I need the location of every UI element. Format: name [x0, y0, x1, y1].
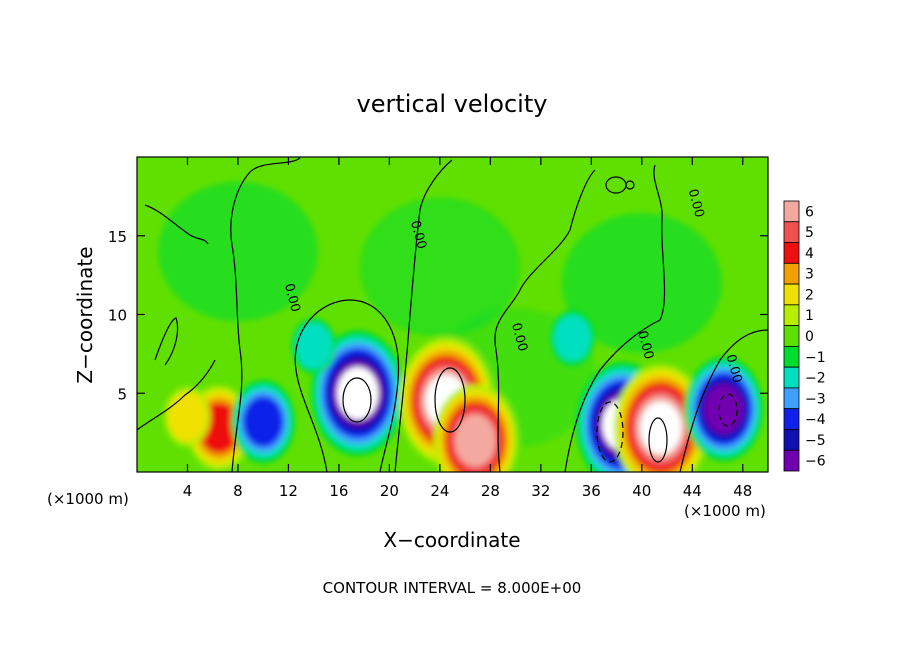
colorbar-swatch — [783, 429, 800, 451]
colorbar-swatch — [783, 325, 800, 347]
contour-loop — [625, 180, 635, 190]
colorbar-swatch — [783, 200, 800, 223]
colorbar-swatch — [783, 387, 800, 410]
contour-interval-note: CONTOUR INTERVAL = 8.000E+00 — [323, 579, 582, 597]
contour-line — [394, 159, 453, 472]
contour-line — [679, 329, 768, 472]
contour-label: 0.00 — [723, 353, 745, 385]
field-feature — [703, 384, 744, 434]
x-tick-label: 48 — [733, 482, 752, 500]
x-tick-label: 44 — [683, 482, 702, 500]
colorbar-swatch — [783, 242, 800, 264]
contour-line — [154, 317, 179, 366]
colorbar-swatch — [783, 449, 800, 472]
x-tick-label: 36 — [582, 482, 601, 500]
field-feature — [295, 322, 333, 370]
field-feature — [454, 414, 496, 467]
colorbar-swatch — [783, 408, 800, 430]
colorbar-swatch — [783, 304, 800, 327]
plot-area: 0.00 0.00 0.00 0.00 0.00 0.00 — [137, 157, 768, 472]
x-tick-label: 28 — [481, 482, 500, 500]
x-tick-label: 32 — [531, 482, 550, 500]
y-tick-label: 15 — [108, 228, 127, 246]
x-unit-right: (×1000 m) — [684, 502, 766, 520]
contour-loop — [342, 377, 372, 423]
field-region — [359, 197, 520, 338]
x-axis-label: X−coordinate — [383, 528, 520, 552]
contour-label: 0.00 — [407, 219, 429, 251]
colorbar-label: 4 — [805, 246, 814, 262]
chart-title: vertical velocity — [357, 90, 548, 118]
velocity-field — [157, 181, 764, 472]
colorbar-label: −5 — [805, 433, 826, 449]
contour-line — [494, 169, 596, 472]
field-region — [561, 213, 722, 353]
contour-line — [144, 204, 209, 245]
x-axis: 4 8 12 16 20 24 28 32 36 40 44 48 — [183, 157, 752, 500]
contour-loop — [648, 417, 668, 463]
colorbar-label: 2 — [805, 287, 814, 303]
x-tick-label: 12 — [279, 482, 298, 500]
x-tick-label: 20 — [380, 482, 399, 500]
colorbar-swatch — [783, 283, 800, 306]
contour-line — [564, 164, 666, 472]
colorbar-label: −3 — [805, 391, 826, 407]
field-feature — [639, 401, 682, 455]
x-tick-label: 8 — [233, 482, 243, 500]
x-tick-label: 24 — [430, 482, 449, 500]
x-tick-label: 40 — [632, 482, 651, 500]
y-axis: 5 10 15 — [108, 228, 768, 403]
field-feature — [553, 314, 592, 362]
contour-labels: 0.00 0.00 0.00 0.00 0.00 0.00 — [281, 187, 745, 384]
contour-label: 0.00 — [685, 187, 707, 219]
contour-loop — [718, 393, 738, 427]
contour-label: 0.00 — [508, 321, 530, 353]
zero-contours — [137, 157, 768, 472]
colorbar-label: 1 — [805, 308, 814, 324]
contour-label: 0.00 — [281, 282, 303, 314]
colorbar-swatch — [783, 366, 800, 389]
y-axis-label: Z−coordinate — [73, 246, 97, 383]
contour-line — [137, 359, 216, 431]
colorbar-label: 6 — [805, 204, 814, 220]
colorbar: 6 5 4 3 2 1 0 −1 −2 −3 −4 −5 −6 — [783, 200, 826, 472]
colorbar-swatch — [783, 345, 800, 368]
y-tick-label: 10 — [108, 307, 127, 325]
colorbar-label: −1 — [805, 350, 826, 366]
colorbar-label: −4 — [805, 412, 826, 428]
contour-line — [230, 157, 301, 472]
colorbar-label: 5 — [805, 225, 814, 241]
colorbar-label: −6 — [805, 454, 826, 470]
field-feature — [168, 392, 207, 442]
colorbar-label: 0 — [805, 329, 814, 345]
colorbar-label: 3 — [805, 267, 814, 283]
y-tick-label: 5 — [117, 385, 127, 403]
x-tick-label: 16 — [329, 482, 348, 500]
field-region — [157, 181, 318, 322]
colorbar-label: −2 — [805, 371, 826, 387]
colorbar-swatch — [783, 262, 800, 285]
contour-loop — [596, 401, 624, 463]
contour-line — [294, 299, 400, 472]
contour-label: 0.00 — [634, 329, 656, 361]
colorbar-swatch — [783, 221, 800, 243]
contour-loop — [434, 367, 466, 433]
x-unit-left: (×1000 m) — [47, 490, 129, 508]
field-feature — [337, 367, 379, 420]
x-tick-label: 4 — [183, 482, 193, 500]
field-feature — [243, 396, 284, 447]
